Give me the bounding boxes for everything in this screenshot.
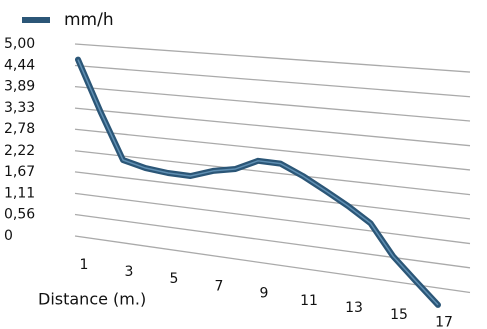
grid-line — [74, 192, 471, 245]
x-tick-label: 13 — [345, 300, 363, 316]
x-axis-title: Distance (m.) — [38, 290, 146, 309]
y-tick-label: 2,22 — [4, 143, 35, 159]
y-tick-label: 1,67 — [4, 164, 35, 180]
grid-line — [74, 235, 471, 294]
x-tick-label: 7 — [215, 278, 224, 294]
grid-line — [74, 213, 471, 269]
x-tick-label: 1 — [80, 257, 89, 273]
grid-line — [74, 150, 471, 196]
y-tick-label: 1,11 — [4, 185, 35, 201]
y-tick-label: 5,00 — [4, 36, 35, 52]
grid-line — [74, 43, 471, 73]
x-tick-label: 9 — [260, 286, 269, 302]
line-highlight — [77, 59, 439, 306]
x-tick-label: 11 — [300, 293, 318, 309]
y-tick-label: 0 — [4, 228, 13, 244]
grid-line — [74, 85, 471, 122]
grid-line — [74, 128, 471, 171]
x-tick-label: 15 — [390, 307, 408, 323]
grid-line — [74, 64, 471, 98]
x-tick-label: 3 — [125, 264, 134, 280]
grid-line — [74, 107, 471, 147]
legend-label: mm/h — [64, 10, 114, 30]
y-tick-label: 3,33 — [4, 100, 35, 116]
y-tick-label: 2,78 — [4, 121, 35, 137]
y-tick-label: 0,56 — [4, 206, 35, 222]
x-tick-label: 17 — [435, 314, 453, 329]
grid-line — [74, 171, 471, 220]
y-tick-label: 3,89 — [4, 79, 35, 95]
x-tick-label: 5 — [170, 271, 179, 287]
y-tick-label: 4,44 — [4, 58, 35, 74]
